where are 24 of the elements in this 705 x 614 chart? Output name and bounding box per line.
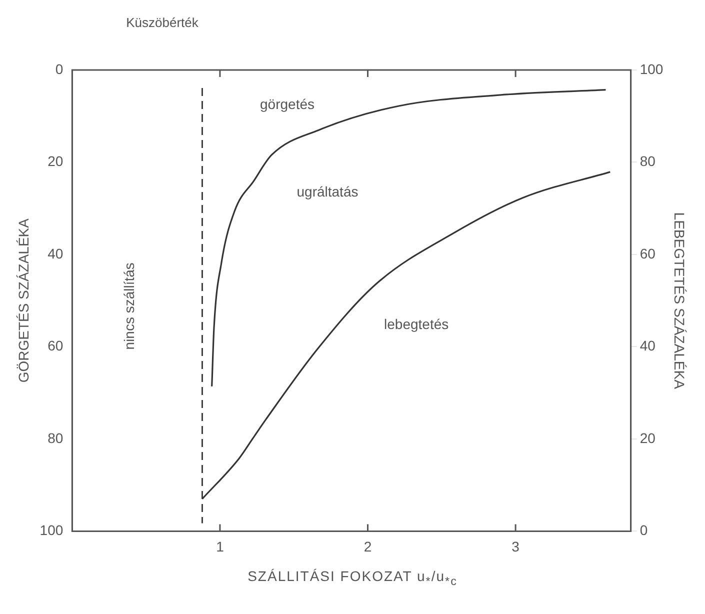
y-axis-title: GÖRGETÉS SZÁZALÉKA — [15, 218, 32, 383]
y2-tick-label: 0 — [640, 522, 648, 538]
y2-tick-label: 40 — [640, 338, 656, 354]
x-tick-label: 2 — [364, 538, 372, 554]
x-axis-title: SZÁLLITÁSI FOKOZAT u$_{*}$/u$_{*c}$ — [246, 568, 458, 588]
ref-line-label: Küszöbérték — [126, 15, 199, 30]
x-tick-label: 3 — [512, 538, 520, 554]
y2-tick-label: 60 — [640, 245, 656, 262]
y-tick-label: 20 — [48, 153, 64, 170]
x-tick-label: 1 — [216, 538, 224, 554]
y2-tick-label: 100 — [640, 60, 664, 77]
y2-tick-label: 20 — [640, 430, 656, 446]
y-tick-label: 80 — [48, 430, 64, 446]
y-tick-label: 40 — [48, 245, 64, 262]
annotation: görgetés — [260, 96, 314, 112]
y-tick-label: 100 — [40, 522, 64, 538]
y2-axis-title: LEBEGTETÉS SZÁZALÉKA — [672, 212, 688, 390]
y2-tick-label: 80 — [640, 153, 656, 170]
line-series — [211, 89, 607, 388]
annotation: nincs szállítás — [121, 262, 138, 350]
annotation: ugráltatás — [296, 184, 358, 200]
y-tick-label: 0 — [55, 60, 64, 77]
annotation: lebegtetés — [384, 316, 449, 332]
y-tick-label: 60 — [48, 338, 64, 354]
